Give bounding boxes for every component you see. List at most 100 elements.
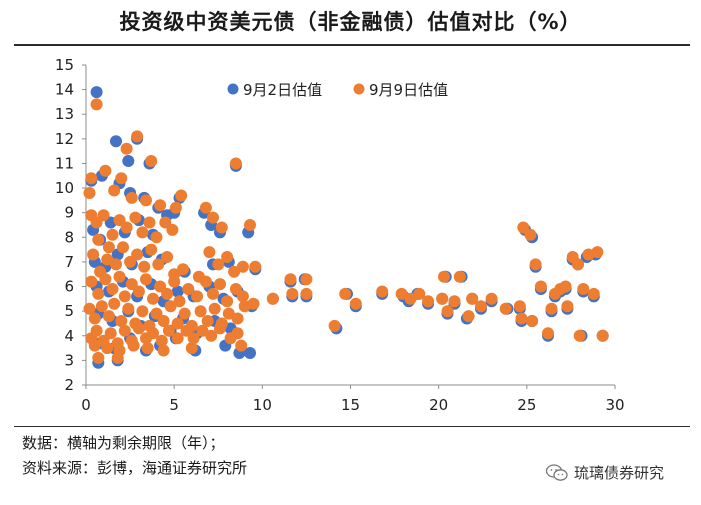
data-point	[150, 307, 163, 320]
y-tick-label: 3	[64, 351, 74, 369]
data-point	[526, 315, 539, 327]
data-point	[90, 86, 103, 99]
data-point	[140, 194, 152, 207]
data-point	[120, 142, 133, 155]
data-point	[196, 324, 209, 337]
data-point	[171, 317, 184, 330]
data-point	[222, 307, 235, 320]
data-point	[199, 275, 212, 288]
data-point	[155, 334, 168, 347]
data-point	[99, 273, 112, 286]
axes: 2 3 4 5 6 7 8 9 10 11 12 13 14 15 0 5 10 15 20 25 30	[55, 56, 625, 414]
data-point	[118, 324, 131, 337]
data-point	[120, 221, 133, 234]
data-point	[169, 201, 182, 214]
data-point	[92, 287, 105, 300]
data-point	[117, 241, 129, 254]
data-point	[438, 270, 450, 283]
data-point	[577, 283, 590, 295]
y-tick-label: 5	[64, 302, 74, 320]
legend-label: 9月9日估值	[369, 81, 448, 99]
y-tick-label: 14	[55, 81, 74, 99]
data-point	[178, 307, 191, 320]
data-point	[436, 292, 449, 305]
data-point	[85, 275, 98, 288]
data-point	[513, 300, 526, 313]
footer-divider	[14, 426, 690, 427]
data-point	[572, 258, 584, 271]
data-point	[125, 191, 138, 204]
x-tick-label: 10	[253, 396, 272, 414]
data-point	[328, 319, 341, 332]
data-point	[422, 295, 435, 308]
data-point	[131, 248, 144, 261]
data-point	[229, 157, 242, 170]
title-divider	[14, 44, 690, 46]
data-point	[561, 300, 574, 313]
x-tick-label: 30	[605, 396, 624, 414]
data-point	[175, 189, 188, 202]
data-point	[208, 302, 221, 315]
data-point	[173, 295, 186, 308]
data-point	[122, 155, 135, 167]
y-tick-label: 9	[64, 204, 74, 222]
data-point	[235, 339, 248, 352]
data-point	[596, 329, 609, 342]
data-point	[102, 241, 115, 254]
data-point	[441, 305, 454, 318]
x-tick-label: 25	[517, 396, 536, 414]
x-tick-label: 0	[81, 396, 91, 414]
data-point	[88, 312, 101, 325]
x-tick-label: 5	[169, 396, 179, 414]
source-note: 资料来源：彭博，海通证券研究所	[22, 459, 248, 477]
data-point	[147, 327, 159, 340]
data-point	[559, 280, 572, 293]
data-point	[166, 223, 179, 236]
data-point	[286, 287, 299, 300]
x-tick-label: 15	[341, 396, 360, 414]
data-point	[159, 216, 172, 229]
data-point	[199, 201, 212, 214]
data-point	[339, 287, 352, 300]
data-point	[466, 292, 479, 305]
data-point	[207, 211, 219, 224]
chart-title: 投资级中资美元债（非金融债）估值对比（%）	[119, 10, 582, 34]
data-point	[129, 211, 142, 224]
data-point	[110, 258, 122, 271]
data-point	[157, 344, 170, 357]
series-sep9	[83, 98, 609, 364]
legend-marker	[227, 83, 239, 95]
data-point	[549, 287, 561, 300]
data-point	[413, 287, 426, 300]
data-point	[111, 351, 124, 364]
data-point	[118, 290, 131, 303]
legend: 9月2日估值 9月9日估值	[227, 81, 448, 99]
data-point	[573, 329, 586, 342]
data-point	[524, 228, 537, 241]
data-point	[162, 324, 175, 337]
data-point	[168, 275, 181, 288]
data-point	[85, 172, 98, 185]
data-note: 数据：横轴为剩余期限（年）；	[22, 434, 225, 452]
data-point	[132, 285, 145, 298]
data-point	[207, 287, 219, 300]
data-point	[99, 164, 112, 177]
data-point	[127, 339, 140, 352]
data-point	[113, 270, 126, 283]
data-point	[499, 302, 512, 315]
data-point	[154, 199, 167, 212]
y-tick-label: 2	[64, 376, 74, 394]
y-tick-label: 15	[55, 56, 74, 74]
data-point	[110, 135, 122, 148]
legend-label: 9月2日估值	[243, 81, 322, 99]
data-point	[180, 324, 193, 337]
data-point	[212, 258, 225, 271]
data-point	[215, 221, 228, 234]
data-point	[228, 265, 241, 278]
data-point	[102, 310, 115, 323]
data-point	[349, 297, 362, 310]
data-point	[125, 278, 138, 291]
data-point	[106, 283, 119, 295]
data-point	[515, 312, 528, 325]
